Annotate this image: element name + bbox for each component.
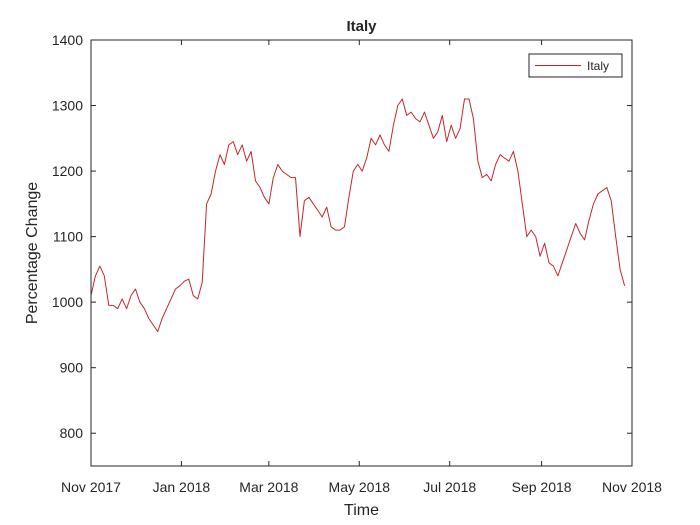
legend: Italy	[528, 53, 623, 78]
plot-area	[91, 40, 632, 466]
series-layer	[90, 98, 626, 333]
axes-layer	[90, 39, 633, 467]
x-tick-label: Jan 2018	[153, 479, 211, 495]
x-axis-label: Time	[344, 502, 379, 519]
chart-title: Italy	[346, 18, 377, 35]
legend-entry-label: Italy	[587, 59, 609, 73]
y-axis: 800 900 1000 1100 1200 1300 1400	[52, 32, 632, 441]
series-line-italy	[90, 98, 626, 333]
x-tick-label: Nov 2018	[602, 479, 662, 495]
y-tick-label: 900	[60, 360, 84, 376]
y-tick-label: 1400	[52, 32, 83, 48]
y-tick-label: 800	[60, 425, 84, 441]
x-tick-label: Mar 2018	[239, 479, 298, 495]
y-tick-label: 1200	[52, 163, 83, 179]
y-tick-label: 1100	[53, 229, 83, 245]
x-tick-label: Jul 2018	[423, 479, 476, 495]
y-axis-label: Percentage Change	[24, 182, 41, 324]
y-tick-label: 1300	[52, 98, 83, 114]
axes-box	[90, 39, 633, 467]
x-tick-label: May 2018	[329, 479, 391, 495]
x-tick-label: Sep 2018	[512, 479, 572, 495]
x-axis: Nov 2017 Jan 2018 Mar 2018 May 2018 Jul 2018…	[61, 40, 662, 495]
x-tick-label: Nov 2017	[61, 479, 121, 495]
y-tick-label: 1000	[52, 294, 83, 310]
